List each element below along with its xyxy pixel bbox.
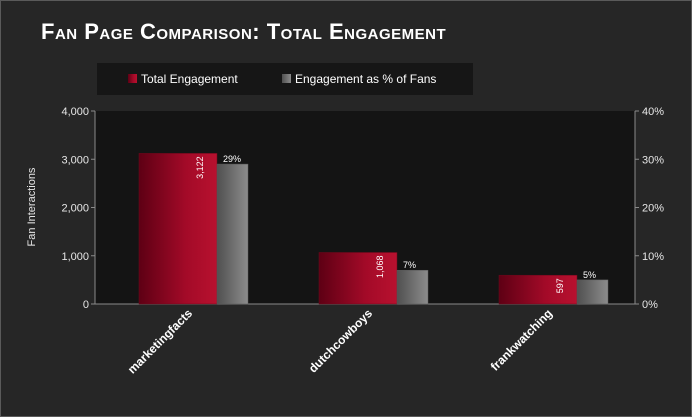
y-tick-label: 2,000 bbox=[61, 203, 89, 215]
data-label-engagement-pct: 7% bbox=[403, 260, 416, 270]
y-tick-label: 3,000 bbox=[61, 154, 89, 166]
y2-tick-label: 0% bbox=[642, 299, 658, 311]
bar-total-engagement bbox=[498, 274, 578, 305]
legend-label-engagement-pct: Engagement as % of Fans bbox=[295, 72, 436, 86]
legend-label-total-engagement: Total Engagement bbox=[141, 72, 238, 86]
y2-tick-label: 40% bbox=[642, 106, 664, 118]
y2-tick-label: 30% bbox=[642, 154, 664, 166]
y-tick-label: 4,000 bbox=[61, 106, 89, 118]
bar-total-engagement bbox=[318, 252, 398, 305]
y-axis-label: Fan Interactions bbox=[26, 167, 38, 246]
bar-engagement-pct bbox=[396, 269, 429, 305]
chart-title: Fan Page Comparison: Total Engagement bbox=[41, 19, 447, 44]
x-category-label: marketingfacts bbox=[125, 306, 195, 376]
legend-swatch-total-engagement bbox=[128, 74, 137, 83]
y2-tick-label: 20% bbox=[642, 203, 664, 215]
bar-engagement-pct bbox=[576, 279, 609, 305]
data-label-engagement-pct: 29% bbox=[223, 154, 241, 164]
data-label-total-engagement: 1,068 bbox=[375, 255, 385, 278]
y-tick-label: 0 bbox=[83, 299, 89, 311]
y2-tick-label: 10% bbox=[642, 251, 664, 263]
legend-swatch-engagement-pct bbox=[282, 74, 291, 83]
data-label-total-engagement: 597 bbox=[555, 278, 565, 293]
x-category-label: dutchcowboys bbox=[306, 306, 376, 376]
data-label-engagement-pct: 5% bbox=[583, 270, 596, 280]
data-label-total-engagement: 3,122 bbox=[195, 156, 205, 179]
bar-engagement-pct bbox=[216, 163, 249, 305]
y-tick-label: 1,000 bbox=[61, 251, 89, 263]
x-category-label: frankwatching bbox=[488, 306, 555, 373]
bar-total-engagement bbox=[138, 153, 218, 305]
